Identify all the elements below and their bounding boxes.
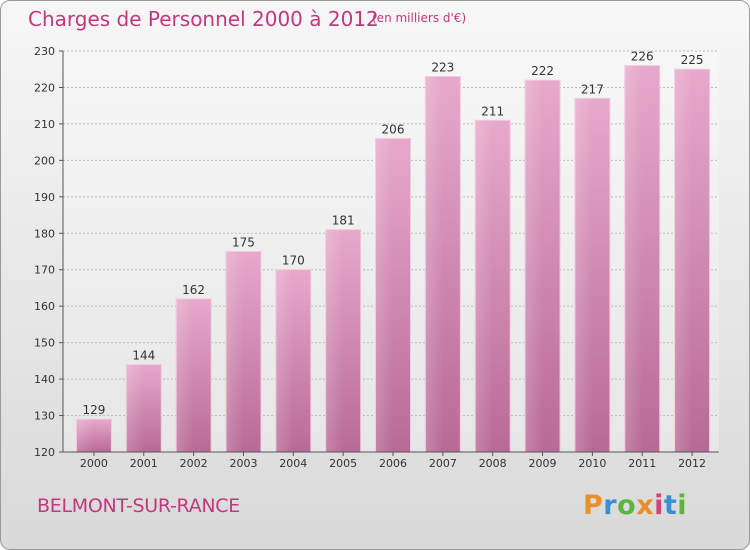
data-label: 225 — [681, 53, 704, 67]
x-tick-label: 2005 — [329, 457, 357, 470]
logo-letter: x — [636, 490, 655, 521]
y-tick-label: 170 — [34, 264, 55, 277]
x-tick-label: 2012 — [678, 457, 706, 470]
data-label: 226 — [631, 50, 654, 64]
bar-highlight — [325, 229, 344, 452]
data-label: 170 — [282, 254, 305, 268]
x-tick-label: 2007 — [429, 457, 457, 470]
x-tick-label: 2000 — [80, 457, 108, 470]
y-tick-label: 120 — [34, 446, 55, 459]
data-label: 175 — [232, 236, 255, 250]
bar-highlight — [275, 269, 294, 452]
y-tick-label: 230 — [34, 45, 55, 58]
x-tick-label: 2002 — [180, 457, 208, 470]
y-tick-label: 150 — [34, 337, 55, 350]
data-label: 144 — [132, 349, 155, 363]
data-label: 129 — [82, 403, 105, 417]
x-tick-label: 2010 — [578, 457, 606, 470]
x-tick-label: 2001 — [130, 457, 158, 470]
logo-letter: P — [583, 490, 604, 521]
data-label: 211 — [481, 104, 504, 118]
y-tick-label: 200 — [34, 154, 55, 167]
bar-highlight — [624, 65, 643, 452]
chart-title: Charges de Personnel 2000 à 2012 — [28, 7, 379, 31]
bar-highlight — [176, 298, 194, 452]
data-label: 222 — [531, 64, 554, 78]
y-tick-label: 160 — [34, 300, 55, 313]
commune-name: BELMONT-SUR-RANCE — [37, 495, 240, 517]
y-tick-label: 180 — [34, 227, 55, 240]
x-tick-label: 2004 — [279, 457, 307, 470]
y-tick-label: 220 — [34, 81, 55, 94]
bar-highlight — [425, 76, 443, 452]
bar-highlight — [375, 138, 393, 452]
x-tick-label: 2006 — [379, 457, 407, 470]
x-tick-label: 2011 — [628, 457, 656, 470]
logo-letter: i — [654, 490, 664, 521]
bar-highlight — [76, 419, 94, 452]
data-label: 162 — [182, 283, 205, 297]
x-tick-label: 2003 — [229, 457, 257, 470]
logo-letter: i — [677, 490, 688, 521]
proxiti-logo: Proxiti — [583, 490, 687, 521]
y-tick-label: 130 — [34, 410, 55, 423]
bar-highlight — [225, 251, 244, 452]
bar-highlight — [525, 80, 543, 452]
bar-highlight — [574, 98, 593, 453]
bar-highlight — [674, 69, 693, 453]
bar-highlight — [126, 364, 144, 452]
logo-letter: t — [663, 490, 678, 521]
data-label: 181 — [332, 214, 355, 228]
y-tick-label: 140 — [34, 373, 55, 386]
data-label: 206 — [382, 122, 405, 136]
logo-letter: r — [603, 490, 618, 521]
data-label: 217 — [581, 82, 604, 96]
bar-highlight — [475, 120, 493, 452]
x-tick-label: 2008 — [479, 457, 507, 470]
y-tick-label: 210 — [34, 118, 55, 131]
logo-letter: o — [617, 490, 637, 521]
data-label: 223 — [431, 61, 454, 75]
chart-subtitle: (en milliers d'€) — [372, 11, 467, 25]
x-tick-label: 2009 — [529, 457, 557, 470]
y-tick-label: 190 — [34, 191, 55, 204]
